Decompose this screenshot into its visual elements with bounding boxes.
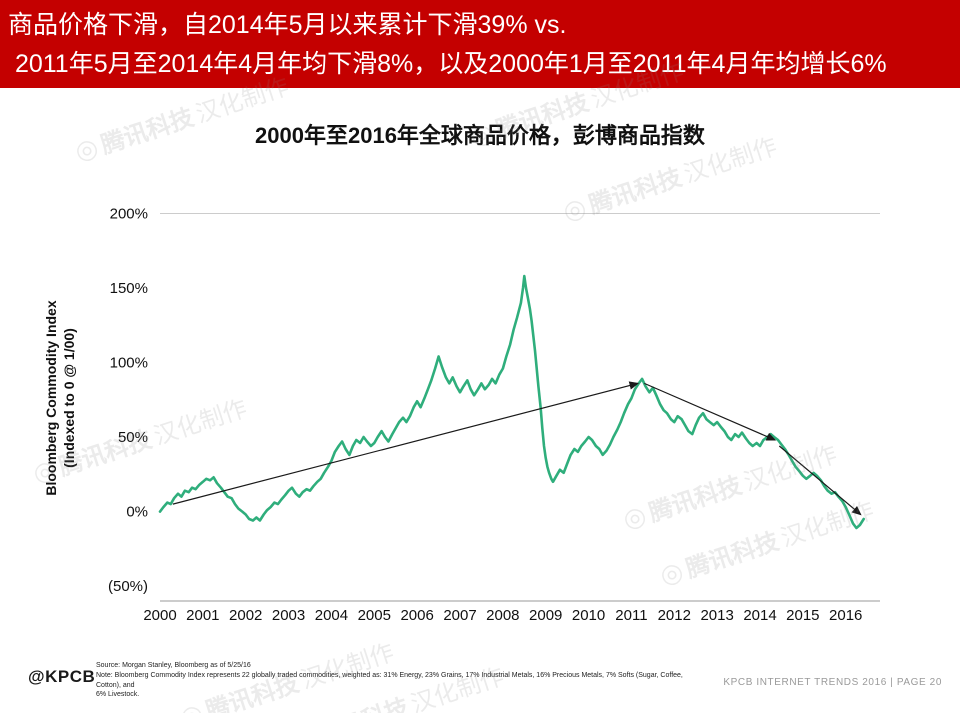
header-line2: 2011年5月至2014年4月年均下滑8%，以及2000年1月至2011年4月年…: [8, 49, 887, 78]
y-tick-label: 0%: [126, 504, 148, 521]
header-banner: 商品价格下滑，自2014年5月以来累计下滑39% vs. 2011年5月至201…: [0, 0, 960, 88]
x-tick-label: 2008: [486, 607, 519, 624]
y-tick-label: 200%: [110, 205, 148, 222]
x-tick-label: 2000: [143, 607, 176, 624]
x-tick-label: 2014: [743, 607, 776, 624]
commodity-index-series: [158, 274, 866, 530]
y-axis-title-line2: (Indexed to 0 @ 1/00): [61, 328, 77, 468]
y-tick-label: 50%: [118, 429, 148, 446]
source-note: Source: Morgan Stanley, Bloomberg as of …: [96, 661, 696, 700]
trend-arrow: [644, 382, 777, 441]
y-axis-title: Bloomberg Commodity Index (Indexed to 0 …: [42, 300, 78, 495]
kpcb-logo: @KPCB: [28, 667, 96, 686]
x-tick-label: 2013: [700, 607, 733, 624]
header-line1: 商品价格下滑，自2014年5月以来累计下滑39% vs.: [8, 11, 567, 39]
trend-arrow: [172, 381, 640, 505]
x-tick-label: 2016: [829, 607, 862, 624]
y-axis-title-line1: Bloomberg Commodity Index: [42, 300, 59, 496]
page-reference: KPCB INTERNET TRENDS 2016 | PAGE 20: [723, 677, 942, 688]
footer: @KPCB Source: Morgan Stanley, Bloomberg …: [0, 651, 960, 713]
x-tick-label: 2010: [572, 607, 605, 624]
x-tick-label: 2006: [400, 607, 433, 624]
y-tick-label: 150%: [110, 280, 148, 297]
x-tick-label: 2001: [186, 607, 219, 624]
x-tick-label: 2004: [315, 607, 348, 624]
x-tick-label: 2002: [229, 607, 262, 624]
source-line2: Note: Bloomberg Commodity Index represen…: [96, 671, 683, 689]
x-tick-label: 2003: [272, 607, 305, 624]
y-tick-label: (50%): [108, 578, 148, 595]
source-line3: 6% Livestock.: [96, 691, 140, 699]
x-tick-label: 2012: [658, 607, 691, 624]
x-tick-label: 2005: [358, 607, 391, 624]
x-tick-label: 2015: [786, 607, 819, 624]
trend-arrow: [778, 445, 862, 516]
x-tick-label: 2011: [615, 607, 647, 624]
y-tick-label: 100%: [110, 355, 148, 372]
commodity-index-line-chart: 200% 150% 100% 50% 0% (50%) 2000 2001 2002 2003 20…: [108, 205, 880, 624]
x-tick-label: 2007: [443, 607, 476, 624]
x-tick-label: 2009: [529, 607, 562, 624]
chart-title: 2000年至2016年全球商品价格，彭博商品指数: [255, 123, 705, 148]
source-line1: Source: Morgan Stanley, Bloomberg as of …: [96, 662, 251, 669]
